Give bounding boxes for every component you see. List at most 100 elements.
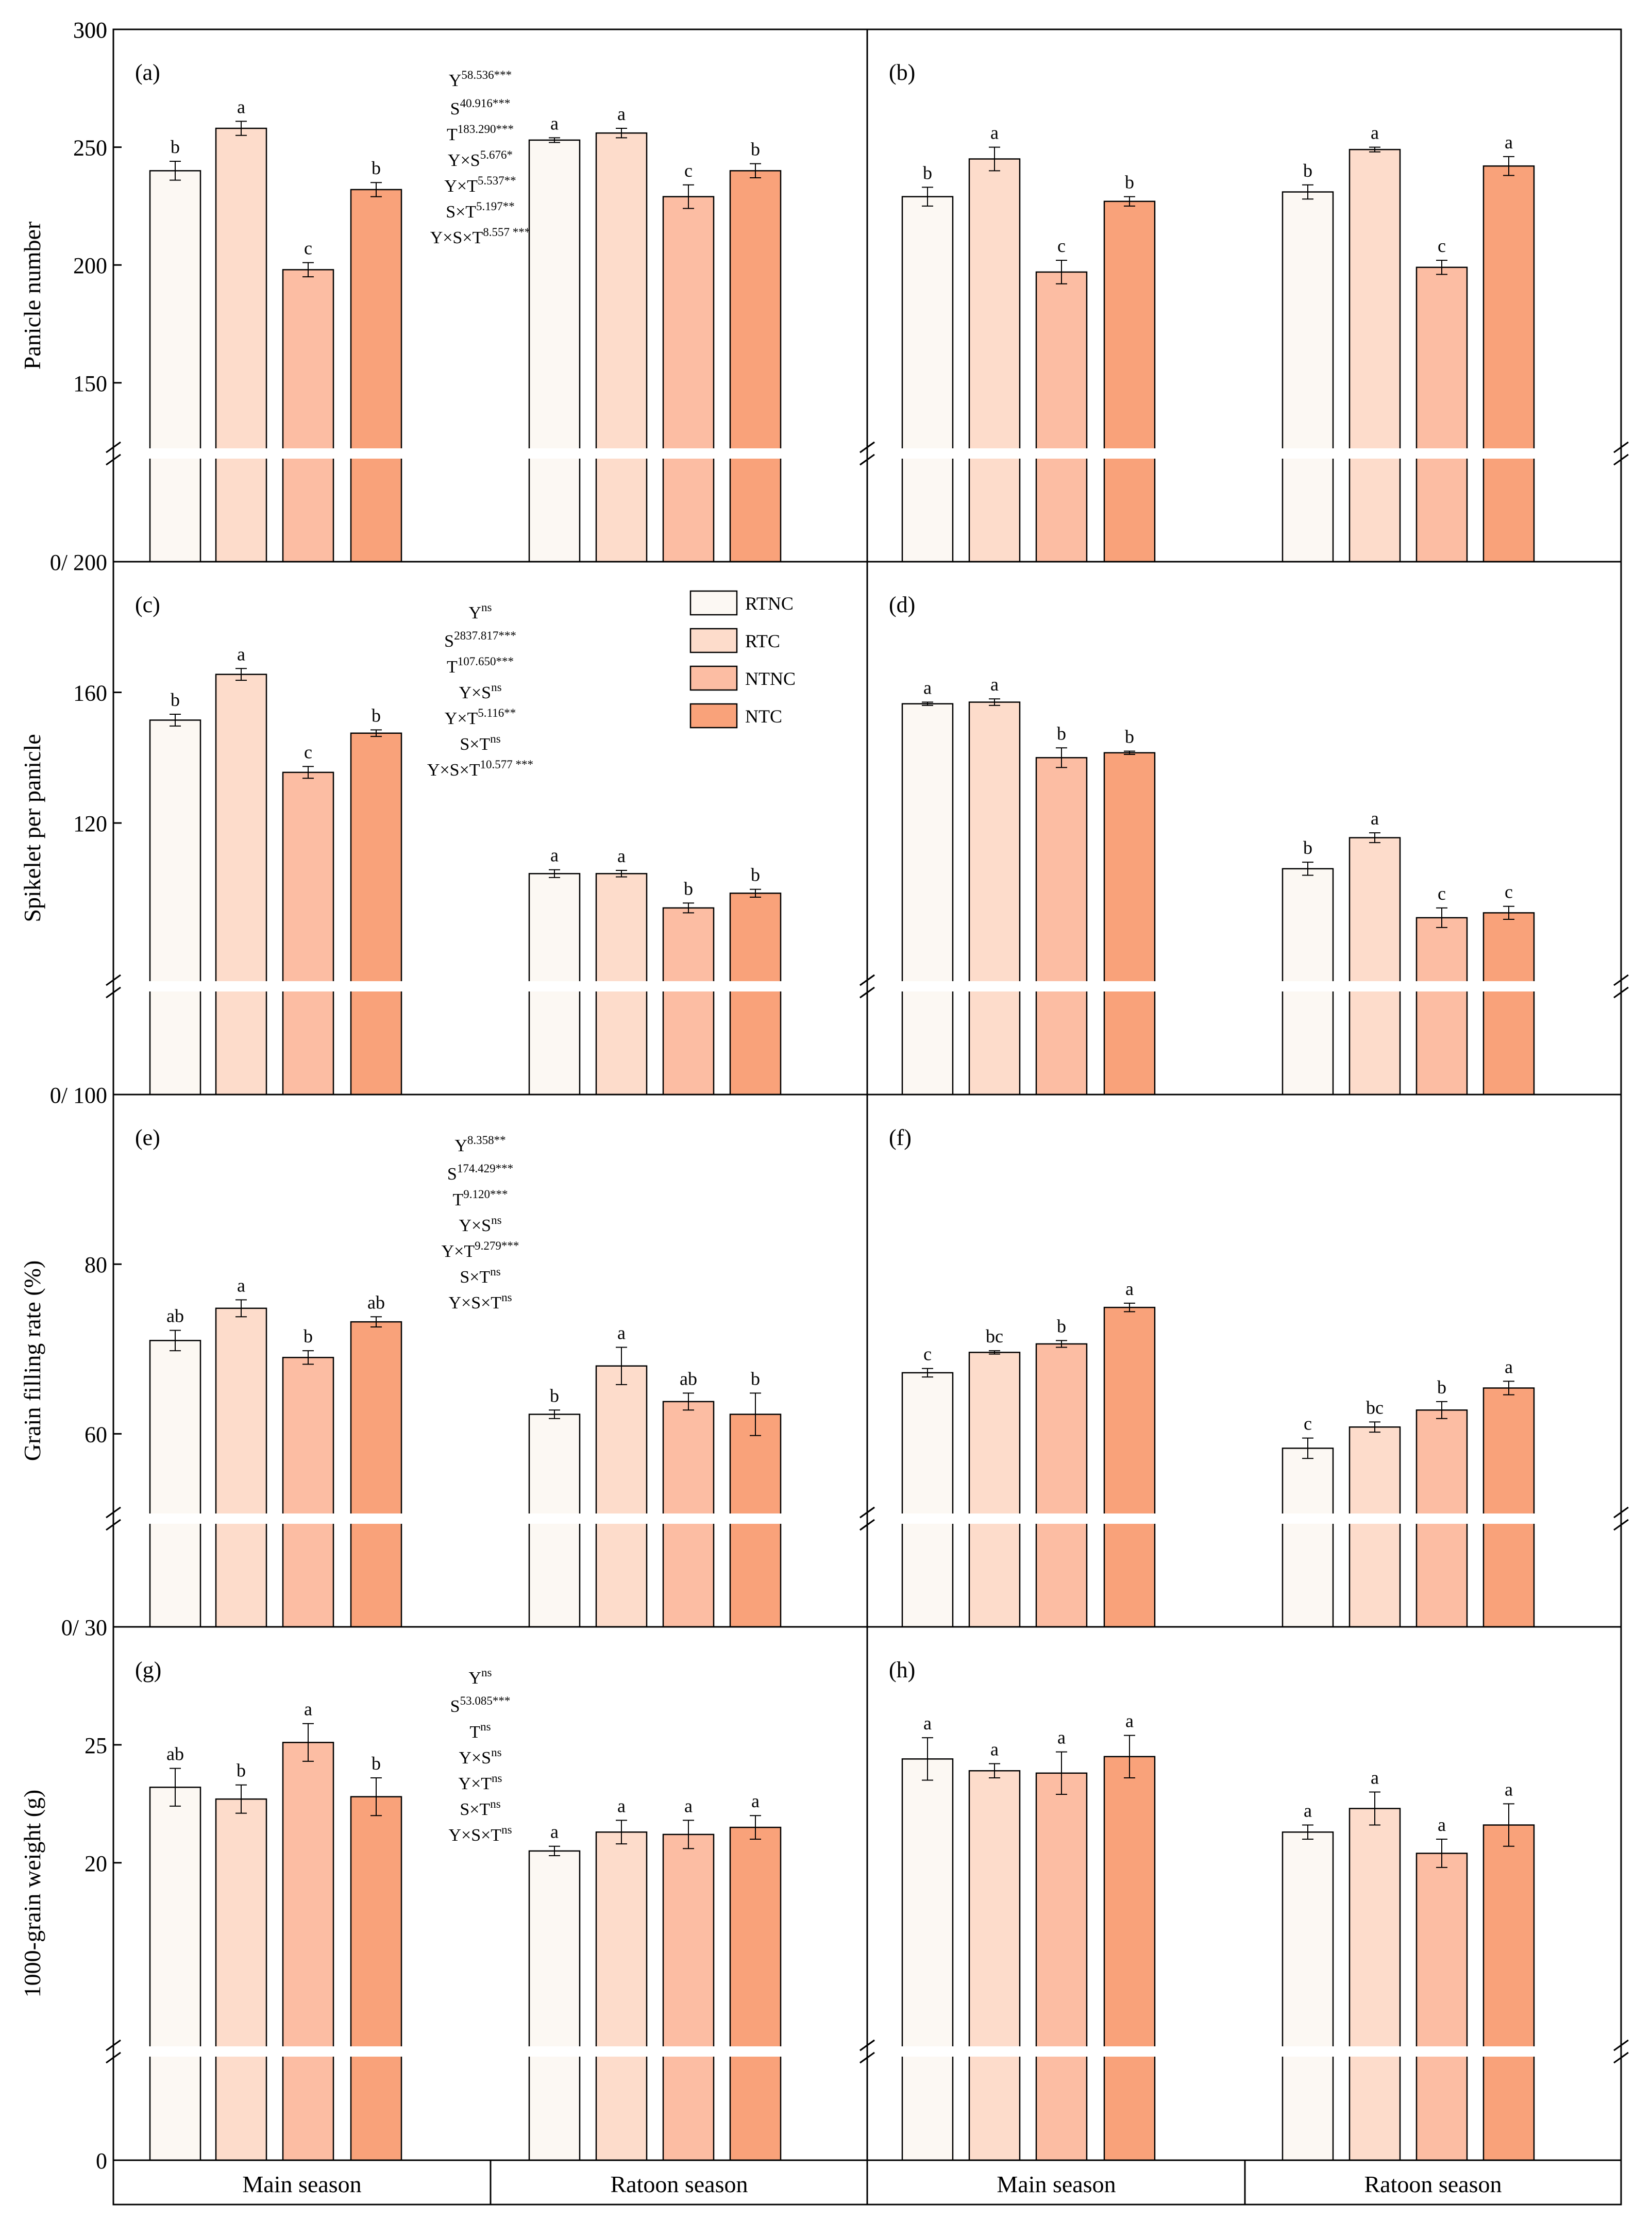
panel-a-sig-letter: a <box>617 104 626 124</box>
panel-a-anova-term: Y×T5.537** <box>444 174 516 196</box>
panel-b-sig-letter: b <box>1125 172 1134 193</box>
panel-e-sig-letter: ab <box>680 1368 697 1389</box>
panel-f-sig-letter: c <box>923 1344 932 1365</box>
panel-a-ytick-label-top: 300 <box>73 18 107 43</box>
panel-g-sig-letter: a <box>684 1795 693 1816</box>
panel-c-bar-rtnc-s0 <box>149 719 201 1096</box>
panel-c-sig-letter: c <box>304 742 312 762</box>
panel-b-bar-ntc-s0 <box>1103 200 1156 563</box>
panel-a-anova-term: S×T5.197** <box>446 200 515 222</box>
panel-h-bar-rtnc-s1 <box>1282 1831 1334 2161</box>
panel-e-sig-letter: a <box>237 1275 245 1296</box>
panel-a-label: (a) <box>135 60 160 85</box>
panel-c-sig-letter: a <box>550 845 559 866</box>
panel-e-label: (e) <box>135 1125 160 1150</box>
legend-label-rtc: RTC <box>745 631 780 651</box>
panel-h-bar-ntnc-s0 <box>1035 1772 1088 2161</box>
panel-d-sig-letter: b <box>1125 727 1134 747</box>
panel-f-bar-rtc-s1 <box>1348 1426 1401 1628</box>
panel-h-bar-ntc-s1 <box>1482 1824 1535 2161</box>
panel-c-anova-term: Y×T5.116** <box>445 707 516 728</box>
panel-c-ylabel: Spikelet per panicle <box>19 734 45 922</box>
panel-a-anova-term: S40.916*** <box>450 97 511 119</box>
panel-b-bar-ntnc-s0 <box>1035 271 1088 563</box>
panel-c-label: (c) <box>135 592 160 617</box>
panel-d-sig-letter: a <box>923 678 932 698</box>
panel-a-ylabel: Panicle number <box>19 222 45 369</box>
panel-g-axis-break <box>109 2046 871 2057</box>
panel-h-sig-letter: a <box>990 1739 999 1760</box>
panel-e-bar-rtc-s0 <box>215 1307 267 1628</box>
panel-c-anova-term: T107.650*** <box>447 655 514 677</box>
panel-e-anova-value: ns <box>491 1214 502 1226</box>
panel-e-bar-rtc-s1 <box>595 1365 648 1628</box>
panel-c-anova-value: 5.116** <box>478 707 516 719</box>
panel-a-anova-value: 5.197** <box>476 200 515 213</box>
panel-h-sig-letter: a <box>1505 1779 1513 1799</box>
panel-f-sig-letter: c <box>1304 1414 1312 1434</box>
panel-c-ytick-label: 160 <box>73 681 107 706</box>
panel-c-bar-ntnc-s1 <box>662 907 715 1096</box>
panel-f-sig-letter: a <box>1125 1279 1134 1299</box>
panel-e-sig-letter: b <box>550 1385 559 1406</box>
panel-e-sig-letter: ab <box>367 1292 385 1313</box>
panel-c-anova-value: 2837.817*** <box>454 629 516 642</box>
panel-g-bar-rtc-s0 <box>215 1798 267 2161</box>
panel-g-bar-rtnc-s0 <box>149 1787 201 2161</box>
panel-f-axis-break <box>863 1513 1625 1524</box>
panel-d-sig-letter: c <box>1505 882 1513 902</box>
panel-b-bar-rtc-s1 <box>1348 148 1401 563</box>
panel-b-bar-rtnc-s0 <box>901 196 954 563</box>
panel-c-bar-ntnc-s0 <box>282 771 334 1096</box>
panel-e-bar-ntc-s0 <box>350 1321 402 1628</box>
panel-g-anova-term: Y×Sns <box>459 1746 501 1768</box>
panel-c-anova-term: Y×S×T10.577 *** <box>427 758 533 780</box>
panel-h-sig-letter: a <box>1057 1727 1066 1748</box>
panel-e-sig-letter: b <box>304 1326 313 1347</box>
panel-a-sig-letter: b <box>171 137 180 157</box>
panel-c-sig-letter: a <box>237 644 245 664</box>
panel-f-sig-letter: bc <box>1366 1397 1384 1418</box>
panel-g-anova-value: ns <box>481 1666 492 1679</box>
legend-swatch-ntc <box>689 703 738 729</box>
panel-b-sig-letter: b <box>923 162 932 183</box>
legend-swatch-rtnc <box>689 590 738 616</box>
panel-g-anova-term: S×Tns <box>460 1797 500 1819</box>
panel-f-label: (f) <box>889 1125 912 1150</box>
panel-h-sig-letter: a <box>1304 1801 1312 1821</box>
panel-h-sig-letter: a <box>923 1713 932 1734</box>
panel-g-sig-letter: a <box>304 1699 312 1720</box>
panel-a-ytick-label: 150 <box>73 371 107 396</box>
panel-g-ylabel: 1000-grain weight (g) <box>19 1790 45 1998</box>
panel-e-anova-term: Y×T9.279*** <box>442 1239 519 1261</box>
panel-d-sig-letter: a <box>990 674 999 695</box>
panel-f-bar-ntc-s0 <box>1103 1306 1156 1628</box>
panel-b-axis-break <box>863 448 1625 459</box>
panel-b-bar-rtnc-s1 <box>1282 191 1334 563</box>
panel-e-anova-value: 8.358** <box>467 1134 506 1147</box>
panel-c-anova-term: Yns <box>468 601 492 623</box>
panel-c-sig-letter: b <box>171 689 180 710</box>
panel-h-bar-rtc-s1 <box>1348 1808 1401 2161</box>
panel-d-sig-letter: a <box>1371 808 1379 829</box>
panel-c-ytick-label: 120 <box>73 811 107 836</box>
panel-a-bar-ntc-s1 <box>729 170 782 563</box>
panel-a-ytick-label: 250 <box>73 136 107 161</box>
legend-label-rtnc: RTNC <box>745 593 794 614</box>
panel-a-sig-letter: a <box>550 113 559 133</box>
panel-e-anova-value: 9.279*** <box>475 1239 519 1252</box>
panel-c-anova-value: ns <box>481 601 492 614</box>
panel-a-sig-letter: b <box>372 158 381 178</box>
panel-c-bar-ntc-s1 <box>729 893 782 1096</box>
frame-layer <box>106 28 1629 2206</box>
panel-a-anova-value: 58.536*** <box>461 69 512 81</box>
panel-c-anova-term: S×Tns <box>460 732 500 754</box>
panel-f-bar-rtnc-s1 <box>1282 1448 1334 1628</box>
panel-h-bar-ntnc-s1 <box>1415 1853 1468 2161</box>
panel-d-bar-ntc-s0 <box>1103 752 1156 1096</box>
panel-c-anova-value: ns <box>490 732 501 745</box>
panel-b-bar-rtc-s0 <box>968 158 1021 563</box>
panel-a-anova-value: 5.676* <box>480 148 513 161</box>
